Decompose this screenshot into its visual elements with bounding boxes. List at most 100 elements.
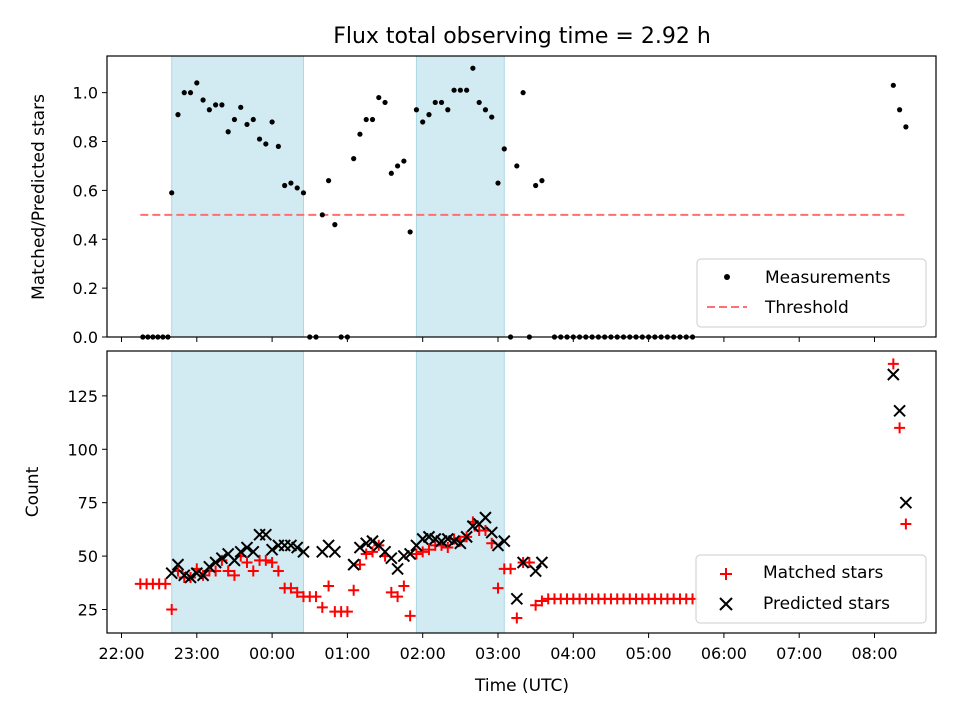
measurement-point	[470, 65, 476, 71]
predicted-star-marker	[893, 404, 906, 418]
legend-threshold-label: Threshold	[764, 298, 849, 318]
predicted-star-marker	[203, 560, 216, 573]
matched-star-marker	[260, 554, 272, 566]
matched-star-marker	[323, 580, 335, 592]
matched-stars-points	[134, 358, 912, 624]
measurement-point	[395, 163, 401, 169]
x-tick-label: 22:00	[98, 644, 144, 663]
predicted-star-marker	[196, 569, 210, 582]
predicted-star-marker	[328, 545, 342, 559]
measurement-point	[451, 87, 457, 93]
measurement-point	[256, 136, 263, 142]
measurement-point	[363, 116, 369, 123]
legend-matched-marker	[720, 568, 732, 580]
measurement-point	[294, 185, 300, 191]
measurement-point	[219, 102, 225, 108]
measurement-point	[539, 178, 545, 184]
bottom-legend: Matched stars Predicted stars	[695, 554, 927, 624]
observing-interval	[415, 350, 505, 634]
measurement-point	[464, 87, 470, 93]
top-x-ticks	[121, 337, 875, 342]
predicted-star-marker	[887, 368, 900, 381]
top-y-ticks: 0.0 0.2 0.4 0.6 0.8 1.0	[73, 84, 107, 347]
matched-star-marker	[536, 595, 548, 607]
bottom-panel: 25 50 75 100 125 22:00 23:00 00:00 01:00 02:00 03…	[23, 350, 937, 696]
measurement-point	[407, 229, 413, 235]
matched-star-marker	[492, 582, 504, 594]
matched-star-marker	[228, 569, 240, 581]
x-tick-label: 00:00	[249, 644, 295, 663]
predicted-star-marker	[391, 562, 404, 576]
predicted-star-marker	[385, 552, 398, 565]
matched-star-marker	[887, 358, 899, 370]
measurement-point	[319, 212, 325, 218]
matched-star-marker	[423, 544, 435, 556]
predicted-star-marker	[491, 539, 505, 552]
matched-star-marker	[530, 599, 542, 611]
predicted-star-marker	[529, 564, 542, 578]
predicted-star-marker	[228, 554, 241, 567]
measurement-point	[897, 107, 903, 113]
top-legend: Measurements Threshold	[696, 258, 927, 328]
predicted-star-marker	[899, 496, 913, 509]
matched-star-marker	[348, 584, 360, 596]
bottom-legend-box	[695, 554, 927, 624]
legend-measurements-label: Measurements	[765, 268, 891, 288]
predicted-star-marker	[265, 543, 279, 556]
measurement-point	[432, 99, 438, 106]
x-axis-label: Time (UTC)	[474, 676, 569, 696]
measurement-point	[457, 87, 463, 93]
x-tick-label: 23:00	[174, 644, 220, 663]
predicted-star-marker	[485, 526, 498, 539]
legend-matched-label: Matched stars	[763, 563, 883, 583]
measurement-point	[369, 116, 376, 123]
measurement-point	[325, 178, 332, 184]
legend-predicted-label: Predicted stars	[763, 594, 890, 614]
matched-star-marker	[398, 580, 410, 592]
measurement-point	[482, 107, 489, 113]
measurement-point	[401, 158, 407, 164]
legend-measurements-marker	[724, 274, 730, 280]
x-tick-label: 01:00	[324, 644, 370, 663]
measurement-point	[200, 97, 206, 103]
bottom-shaded-intervals	[171, 350, 505, 634]
measurement-point	[533, 182, 539, 189]
matched-star-marker	[222, 565, 234, 577]
matched-star-marker	[900, 518, 912, 530]
chart-title: Flux total observing time = 2.92 h	[333, 24, 711, 49]
bottom-y-axis-label: Count	[23, 466, 43, 517]
matched-star-marker	[241, 557, 253, 568]
measurement-point	[238, 104, 244, 110]
y-tick-label: 100	[67, 440, 98, 459]
y-tick-label: 75	[78, 494, 98, 513]
measurement-point	[388, 170, 394, 176]
predicted-star-marker	[479, 511, 492, 524]
matched-star-marker	[442, 542, 454, 554]
observing-interval	[171, 350, 304, 634]
predicted-star-marker	[240, 541, 254, 554]
matched-star-marker	[392, 591, 404, 603]
x-tick-label: 08:00	[851, 644, 897, 663]
y-tick-label: 0.8	[73, 133, 98, 152]
matched-star-marker	[360, 548, 372, 560]
y-tick-label: 0.4	[73, 230, 98, 249]
observing-interval	[415, 55, 505, 338]
matched-star-marker	[310, 591, 322, 603]
matched-star-marker	[367, 546, 378, 558]
matched-star-marker	[894, 422, 906, 434]
measurement-point	[225, 129, 231, 135]
predicted-star-marker	[171, 558, 185, 571]
matched-star-marker	[505, 563, 517, 575]
matched-star-marker	[272, 565, 284, 577]
measurement-point	[175, 112, 181, 118]
measurement-point	[445, 107, 451, 113]
top-panel: 0.0 0.2 0.4 0.6 0.8 1.0 Matched/Predicted sta…	[29, 55, 937, 347]
measurement-point	[426, 112, 432, 118]
measurement-point	[903, 124, 909, 130]
predicted-star-marker	[297, 545, 310, 559]
measurement-point	[213, 102, 219, 108]
matched-star-marker	[385, 586, 397, 598]
y-tick-label: 25	[78, 601, 98, 620]
measurement-point	[420, 119, 426, 125]
predicted-stars-points	[165, 368, 913, 606]
